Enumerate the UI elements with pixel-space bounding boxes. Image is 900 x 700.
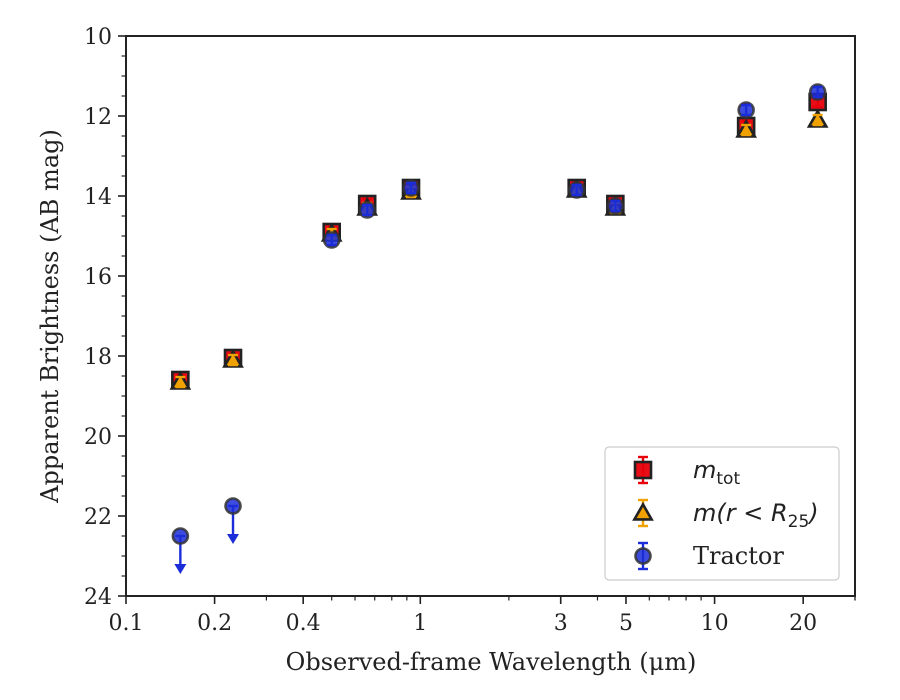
y-axis-label: Apparent Brightness (AB mag): [36, 129, 64, 504]
x-tick-label: 0.4: [286, 611, 321, 636]
x-axis: 0.1 0.2 0.4 1 3 5 10 20: [109, 596, 856, 636]
y-tick-label: 10: [84, 25, 112, 50]
upper-limit-arrowhead: [174, 564, 187, 574]
legend-label: Tractor: [693, 542, 784, 570]
series-triangle: [169, 108, 829, 390]
data-point: [224, 497, 242, 515]
y-tick-label: 18: [84, 345, 112, 370]
legend-marker: [633, 460, 653, 480]
legend-label: m(r < R25): [693, 499, 819, 532]
x-tick-label: 5: [619, 611, 633, 636]
legend-item: Tractor: [634, 541, 784, 571]
legend-marker: [632, 501, 654, 521]
y-tick-label: 20: [84, 425, 112, 450]
legend-marker: [634, 547, 652, 565]
y-tick-label: 22: [84, 505, 112, 530]
data-marks: [169, 83, 829, 574]
upper-limit-arrowhead: [227, 534, 240, 544]
y-axis: 10 12 14 16 18 20 22 24: [84, 25, 126, 610]
x-axis-label: Observed-frame Wavelength (μm): [286, 648, 697, 676]
legend: mtot m(r < R25) Tractor: [604, 446, 840, 581]
legend-item: m(r < R25): [632, 498, 819, 532]
y-tick-label: 16: [84, 265, 112, 290]
x-tick-label: 0.2: [197, 611, 232, 636]
y-tick-label: 24: [84, 585, 112, 610]
legend-item: mtot: [633, 455, 740, 489]
x-tick-label: 20: [789, 611, 817, 636]
series-circle: [171, 83, 827, 574]
data-point: [171, 527, 190, 545]
x-tick-label: 0.1: [109, 611, 144, 636]
x-tick-label: 3: [554, 611, 568, 636]
legend-box: [604, 446, 840, 581]
y-tick-label: 14: [84, 185, 112, 210]
series-square: [171, 92, 827, 390]
legend-label: mtot: [693, 456, 740, 489]
x-tick-label: 1: [413, 611, 427, 636]
y-tick-label: 12: [84, 105, 112, 130]
x-tick-label: 10: [701, 611, 729, 636]
